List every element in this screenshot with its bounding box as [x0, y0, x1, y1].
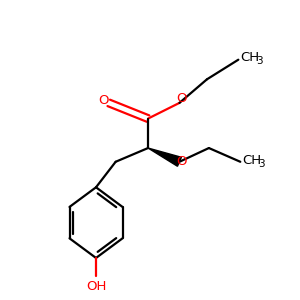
Text: CH: CH [242, 154, 261, 167]
Text: O: O [99, 94, 109, 107]
Text: OH: OH [86, 280, 106, 292]
Polygon shape [148, 148, 182, 166]
Text: O: O [176, 155, 187, 168]
Text: 3: 3 [256, 56, 262, 66]
Text: 3: 3 [258, 159, 265, 169]
Text: O: O [176, 92, 187, 106]
Text: CH: CH [240, 51, 260, 64]
